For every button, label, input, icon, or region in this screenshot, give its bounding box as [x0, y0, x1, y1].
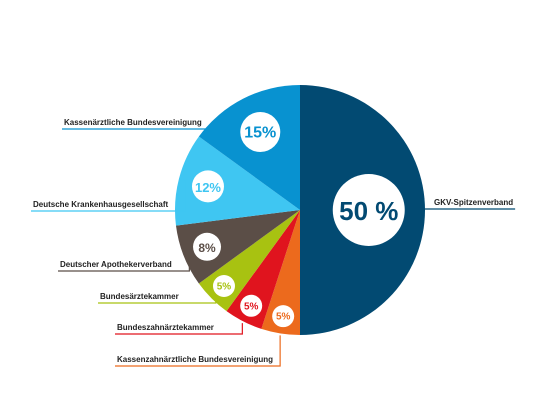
slice-label-1: Kassenzahnärztliche Bundesvereinigung	[117, 355, 273, 364]
leader-line-2	[115, 323, 243, 335]
value-badge-2	[240, 294, 263, 317]
value-label-5: 12%	[195, 180, 221, 195]
slice-label-6: Kassenärztliche Bundesvereinigung	[64, 118, 202, 127]
value-badge-5	[191, 170, 224, 203]
value-badge-6	[240, 112, 281, 153]
value-label-6: 15%	[244, 125, 276, 142]
slice-label-3: Bundesärztekammer	[100, 292, 179, 301]
value-badge-0	[332, 174, 405, 246]
value-label-2: 5%	[244, 301, 259, 312]
leader-lines	[31, 103, 516, 367]
slice-labels: 50 % GKV-Spitzenverband 5% Kassenzahnärztli…	[33, 118, 513, 364]
pie-slice-5	[175, 136, 300, 226]
value-badges	[191, 112, 405, 328]
value-label-1: 5%	[276, 312, 291, 323]
pie-slices	[175, 85, 425, 335]
value-label-0: 50 %	[339, 196, 398, 226]
value-badge-4	[193, 232, 222, 261]
value-badge-1	[272, 305, 295, 328]
pie-slice-1	[261, 210, 300, 335]
slice-label-4: Deutscher Apothekerverband	[60, 260, 172, 269]
value-badge-3	[212, 275, 235, 298]
leader-line-5	[31, 180, 186, 212]
leader-line-4	[58, 253, 190, 272]
pie-slice-4	[175, 210, 300, 284]
value-label-4: 8%	[198, 241, 216, 255]
slice-label-5: Deutsche Krankenhausgesellschaft	[33, 200, 168, 209]
value-label-3: 5%	[217, 282, 232, 293]
slice-label-0: GKV-Spitzenverband	[434, 198, 513, 207]
leader-line-3	[98, 294, 217, 304]
slice-label-2: Bundeszahnärztekammer	[117, 323, 214, 332]
leader-line-1	[115, 335, 281, 367]
